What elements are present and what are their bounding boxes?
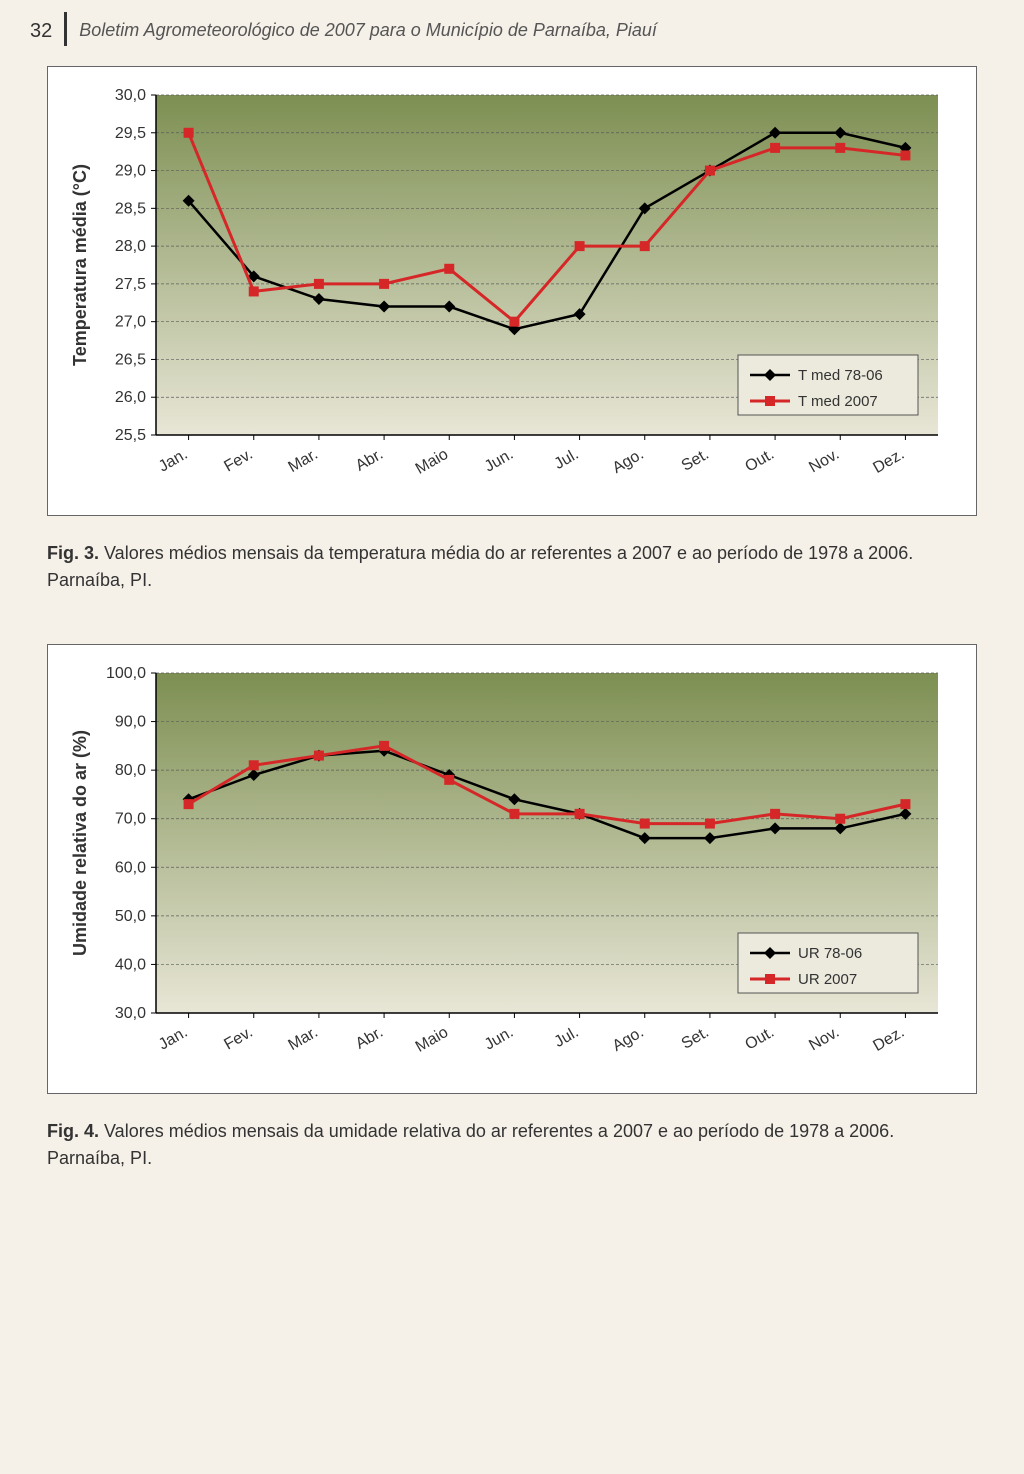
svg-text:Out.: Out. (742, 446, 777, 476)
svg-text:Abr.: Abr. (353, 446, 386, 475)
page-header: 32 Boletim Agrometeorológico de 2007 par… (30, 20, 994, 46)
figure-3-caption: Fig. 3. Valores médios mensais da temper… (47, 540, 977, 594)
svg-text:UR 78-06: UR 78-06 (798, 945, 862, 962)
svg-text:100,0: 100,0 (106, 665, 146, 682)
svg-text:27,5: 27,5 (115, 276, 146, 293)
figure-4-caption-text: Valores médios mensais da umidade relati… (47, 1121, 894, 1168)
svg-text:UR 2007: UR 2007 (798, 971, 857, 988)
svg-text:Dez.: Dez. (870, 1024, 907, 1055)
svg-text:Nov.: Nov. (806, 446, 842, 477)
svg-text:29,0: 29,0 (115, 163, 146, 180)
svg-text:27,0: 27,0 (115, 314, 146, 331)
svg-text:29,5: 29,5 (115, 125, 146, 142)
figure-4-frame: 100,0 90,0 80,0 70,0 60,0 50,0 40,0 30,0 Jan. Fev… (47, 644, 977, 1094)
svg-text:Maio: Maio (413, 446, 452, 478)
svg-text:90,0: 90,0 (115, 714, 146, 731)
svg-text:Umidade relativa do ar (%): Umidade relativa do ar (%) (70, 730, 90, 956)
svg-text:Out.: Out. (742, 1024, 777, 1054)
svg-text:28,0: 28,0 (115, 238, 146, 255)
header-rule (64, 12, 67, 46)
svg-text:Jul.: Jul. (552, 446, 582, 473)
svg-text:30,0: 30,0 (115, 87, 146, 104)
svg-text:Set.: Set. (679, 1024, 712, 1053)
svg-text:Ago.: Ago. (610, 1024, 647, 1055)
svg-text:80,0: 80,0 (115, 762, 146, 779)
svg-text:60,0: 60,0 (115, 859, 146, 876)
page-number: 32 (30, 20, 52, 43)
svg-text:Jul.: Jul. (552, 1024, 582, 1051)
svg-text:40,0: 40,0 (115, 956, 146, 973)
svg-text:50,0: 50,0 (115, 908, 146, 925)
figure-3-caption-label: Fig. 3. (47, 543, 99, 563)
svg-text:Dez.: Dez. (870, 446, 907, 477)
svg-text:Nov.: Nov. (806, 1024, 842, 1055)
svg-text:25,5: 25,5 (115, 427, 146, 444)
svg-text:Mar.: Mar. (285, 1024, 320, 1054)
figure-3-chart: 30,0 29,5 29,0 28,5 28,0 27,5 27,0 26,5 26,0 25,5… (66, 85, 958, 505)
svg-text:Abr.: Abr. (353, 1024, 386, 1053)
svg-text:Temperatura média (°C): Temperatura média (°C) (70, 164, 90, 366)
header-title: Boletim Agrometeorológico de 2007 para o… (79, 20, 657, 41)
svg-text:Maio: Maio (413, 1024, 452, 1056)
svg-text:30,0: 30,0 (115, 1005, 146, 1022)
svg-text:Fev.: Fev. (221, 446, 255, 476)
figure-4-caption: Fig. 4. Valores médios mensais da umidad… (47, 1118, 977, 1172)
svg-text:Fev.: Fev. (221, 1024, 255, 1054)
svg-text:26,0: 26,0 (115, 389, 146, 406)
svg-text:26,5: 26,5 (115, 351, 146, 368)
figure-4-chart: 100,0 90,0 80,0 70,0 60,0 50,0 40,0 30,0 Jan. Fev… (66, 663, 958, 1083)
svg-text:Set.: Set. (679, 446, 712, 475)
svg-text:Jun.: Jun. (482, 446, 517, 476)
svg-text:Jun.: Jun. (482, 1024, 517, 1054)
figure-3-frame: 30,0 29,5 29,0 28,5 28,0 27,5 27,0 26,5 26,0 25,5… (47, 66, 977, 516)
figure-3-caption-text: Valores médios mensais da temperatura mé… (47, 543, 913, 590)
svg-text:28,5: 28,5 (115, 200, 146, 217)
svg-text:T med 2007: T med 2007 (798, 393, 878, 410)
svg-text:Jan.: Jan. (156, 1024, 191, 1054)
figure-4-caption-label: Fig. 4. (47, 1121, 99, 1141)
svg-text:Mar.: Mar. (285, 446, 320, 476)
svg-text:Ago.: Ago. (610, 446, 647, 477)
svg-text:T med 78-06: T med 78-06 (798, 367, 883, 384)
svg-text:70,0: 70,0 (115, 811, 146, 828)
svg-text:Jan.: Jan. (156, 446, 191, 476)
